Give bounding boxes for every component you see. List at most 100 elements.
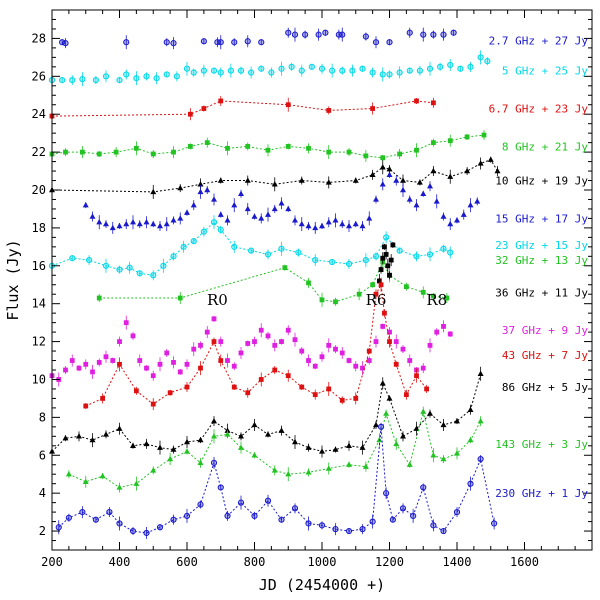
data-point	[248, 247, 255, 254]
data-point	[69, 358, 75, 363]
data-point	[406, 67, 413, 74]
y-tick-label: 28	[32, 31, 46, 45]
data-point	[306, 280, 311, 286]
data-point	[258, 377, 264, 382]
data-point	[96, 151, 102, 157]
series-layer	[48, 27, 501, 539]
series-group	[49, 366, 484, 458]
data-point	[298, 177, 305, 183]
data-point	[201, 106, 207, 111]
data-point	[204, 140, 210, 146]
data-point	[231, 39, 238, 46]
data-point	[245, 144, 251, 149]
data-point	[346, 442, 352, 448]
data-point	[440, 31, 447, 38]
data-point	[133, 145, 139, 151]
series-group	[49, 156, 501, 199]
data-point	[231, 243, 238, 250]
x-tick-label: 200	[41, 555, 63, 569]
data-point	[130, 333, 136, 339]
series-group	[48, 50, 491, 87]
data-point	[430, 167, 437, 174]
x-tick-label: 800	[244, 555, 266, 569]
data-point	[332, 446, 339, 452]
data-point	[306, 145, 311, 151]
flare-annotation: R8	[426, 291, 447, 309]
data-point	[383, 410, 390, 416]
data-point	[467, 201, 474, 208]
data-point	[491, 520, 498, 527]
data-point	[217, 177, 224, 183]
data-point	[106, 509, 113, 516]
data-point	[285, 144, 291, 149]
data-point	[329, 67, 336, 74]
data-point	[133, 388, 139, 394]
data-point	[400, 177, 406, 183]
data-point	[231, 384, 237, 390]
data-point	[430, 522, 437, 529]
data-point	[237, 499, 245, 506]
data-point	[366, 215, 373, 221]
series-line	[51, 159, 498, 193]
data-point	[399, 505, 407, 512]
data-point	[410, 512, 417, 519]
data-point	[211, 433, 217, 439]
series-label: 10 GHz + 19 Jy	[495, 175, 588, 188]
data-point	[298, 220, 305, 227]
data-point	[285, 205, 292, 212]
data-point	[403, 392, 409, 398]
data-point	[224, 431, 231, 437]
data-point	[302, 31, 309, 38]
data-point	[305, 520, 312, 527]
data-point	[83, 403, 89, 409]
data-point	[467, 63, 474, 70]
data-point	[177, 295, 183, 301]
data-point	[397, 151, 403, 157]
data-point	[312, 363, 318, 369]
data-point	[113, 149, 119, 155]
data-point	[370, 106, 376, 111]
data-point	[133, 480, 140, 486]
data-point	[100, 396, 106, 401]
data-point	[430, 293, 436, 299]
data-point	[387, 272, 392, 278]
data-point	[191, 346, 197, 352]
data-point	[376, 436, 383, 443]
data-point	[237, 67, 245, 74]
data-point	[400, 433, 406, 439]
data-point	[238, 190, 244, 196]
data-point	[133, 75, 140, 82]
series-group	[96, 257, 450, 307]
data-point	[90, 369, 95, 375]
annotation-layer: R0 R6 R8	[207, 291, 447, 309]
data-point	[319, 222, 325, 229]
data-point	[382, 310, 387, 316]
data-point	[447, 138, 453, 144]
data-point	[238, 444, 244, 450]
data-point	[426, 65, 434, 72]
series-line	[51, 100, 434, 117]
data-point	[362, 463, 369, 469]
data-point	[477, 54, 484, 61]
data-point	[420, 408, 427, 414]
data-point	[360, 365, 365, 371]
series-group	[49, 315, 453, 387]
data-point	[76, 365, 82, 371]
data-point	[285, 29, 292, 36]
data-point	[184, 438, 190, 445]
flare-annotation: R6	[366, 291, 387, 309]
data-point	[393, 440, 400, 447]
data-point	[420, 484, 427, 491]
data-point	[305, 444, 312, 450]
data-point	[406, 461, 413, 467]
data-point	[265, 431, 271, 437]
data-point	[447, 61, 454, 69]
data-point	[413, 201, 420, 208]
data-point	[352, 177, 359, 183]
data-point	[150, 220, 157, 227]
data-point	[83, 361, 89, 367]
data-point	[447, 249, 454, 256]
data-point	[406, 196, 413, 202]
data-point	[414, 98, 419, 104]
data-point	[413, 425, 420, 431]
